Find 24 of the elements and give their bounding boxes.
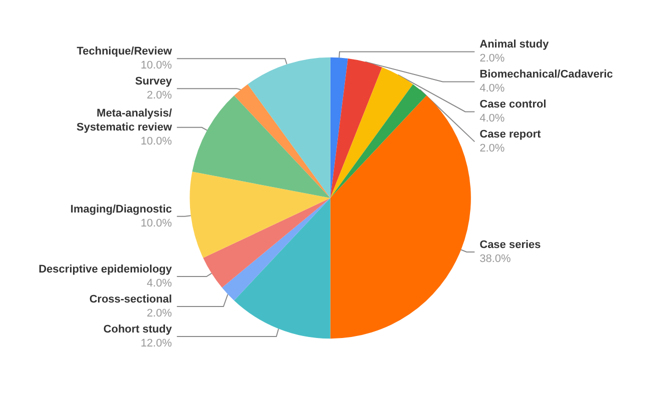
- data-label: 10.0%: [140, 135, 172, 148]
- slice-label: Cohort study: [103, 324, 173, 336]
- data-label: 4.0%: [146, 278, 172, 290]
- slice-label: Case control: [480, 98, 546, 111]
- data-label: 2.0%: [480, 52, 505, 65]
- slice-label: Cross-sectional: [89, 294, 172, 306]
- data-label: 2.0%: [146, 90, 172, 102]
- data-label: 38.0%: [480, 252, 512, 265]
- slice-label: Technique/Review: [76, 46, 172, 58]
- data-label: 2.0%: [480, 142, 505, 155]
- data-label: 10.0%: [140, 60, 172, 72]
- slice-label: Survey: [135, 76, 173, 88]
- slice-label: Imaging/Diagnostic: [70, 203, 172, 216]
- data-label: 2.0%: [146, 308, 172, 320]
- slice-label: Biomechanical/Cadaveric: [480, 68, 613, 81]
- slice-label: Animal study: [480, 38, 550, 51]
- slice-label: Meta-analysis/ Systematic review: [76, 107, 172, 134]
- data-label: 4.0%: [480, 112, 505, 125]
- slice-label: Case report: [480, 128, 542, 141]
- data-label: 10.0%: [140, 217, 172, 230]
- data-label: 12.0%: [140, 338, 172, 350]
- slice-label: Descriptive epidemiology: [38, 264, 173, 276]
- slice-label: Case series: [480, 238, 541, 251]
- data-label: 4.0%: [480, 82, 505, 95]
